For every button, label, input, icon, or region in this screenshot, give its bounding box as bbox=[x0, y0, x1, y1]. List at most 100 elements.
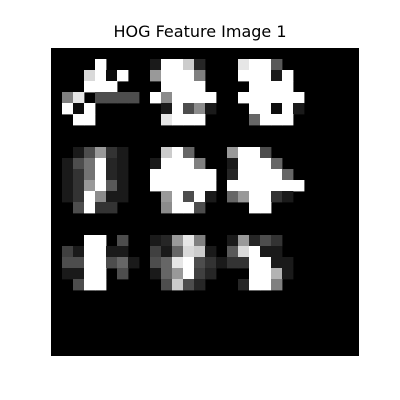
heatmap-cell bbox=[205, 268, 217, 280]
heatmap-cell bbox=[161, 235, 173, 247]
heatmap-cell bbox=[205, 169, 217, 181]
heatmap-cell bbox=[183, 169, 195, 181]
heatmap-cell bbox=[117, 70, 129, 82]
heatmap-cell bbox=[62, 158, 74, 170]
heatmap-cell bbox=[73, 191, 85, 203]
heatmap-cell bbox=[73, 180, 85, 192]
heatmap-cell bbox=[238, 92, 250, 104]
heatmap-cell bbox=[172, 180, 184, 192]
heatmap-cell bbox=[117, 180, 129, 192]
heatmap-cell bbox=[183, 246, 195, 258]
heatmap-cell bbox=[260, 114, 272, 126]
heatmap-cell bbox=[161, 246, 173, 258]
heatmap-cell bbox=[249, 279, 261, 291]
heatmap-cell bbox=[172, 257, 184, 269]
heatmap-cell bbox=[238, 246, 250, 258]
heatmap-cell bbox=[172, 268, 184, 280]
heatmap-cell bbox=[194, 191, 206, 203]
heatmap-cell bbox=[260, 70, 272, 82]
heatmap-cell bbox=[194, 81, 206, 93]
heatmap-cell bbox=[282, 180, 294, 192]
heatmap-cell bbox=[128, 92, 140, 104]
heatmap-cell bbox=[205, 103, 217, 115]
heatmap-cell bbox=[249, 235, 261, 247]
heatmap-cell bbox=[260, 235, 272, 247]
heatmap-cell bbox=[260, 92, 272, 104]
heatmap-cell bbox=[117, 268, 129, 280]
heatmap-cell bbox=[84, 180, 96, 192]
heatmap-cell bbox=[282, 92, 294, 104]
heatmap-cell bbox=[194, 180, 206, 192]
heatmap-cell bbox=[84, 202, 96, 214]
heatmap-cell bbox=[227, 169, 239, 181]
heatmap-cell bbox=[282, 268, 294, 280]
heatmap-cell bbox=[194, 257, 206, 269]
heatmap-cell bbox=[106, 202, 118, 214]
chart-title: HOG Feature Image 1 bbox=[113, 22, 287, 41]
heatmap-cell bbox=[183, 268, 195, 280]
heatmap-cell bbox=[150, 235, 162, 247]
heatmap-cell bbox=[238, 70, 250, 82]
heatmap-cell bbox=[117, 246, 129, 258]
heatmap-cell bbox=[106, 257, 118, 269]
heatmap-cell bbox=[282, 103, 294, 115]
heatmap-cell bbox=[183, 191, 195, 203]
heatmap-cell bbox=[183, 235, 195, 247]
heatmap-cell bbox=[84, 169, 96, 181]
heatmap-cell bbox=[249, 103, 261, 115]
heatmap-cell bbox=[172, 92, 184, 104]
heatmap-cell bbox=[84, 70, 96, 82]
heatmap-cell bbox=[205, 257, 217, 269]
heatmap-cell bbox=[183, 92, 195, 104]
heatmap-cell bbox=[161, 191, 173, 203]
heatmap-cell bbox=[238, 158, 250, 170]
heatmap-cell bbox=[73, 257, 85, 269]
heatmap-cell bbox=[260, 268, 272, 280]
heatmap-cell bbox=[62, 268, 74, 280]
heatmap-cell bbox=[271, 59, 283, 71]
heatmap-cell bbox=[249, 158, 261, 170]
heatmap-cell bbox=[161, 202, 173, 214]
heatmap-cell bbox=[172, 202, 184, 214]
heatmap-cell bbox=[227, 191, 239, 203]
heatmap-cell bbox=[117, 191, 129, 203]
heatmap-cell bbox=[161, 257, 173, 269]
heatmap-cell bbox=[183, 279, 195, 291]
heatmap-cell bbox=[106, 169, 118, 181]
heatmap-cell bbox=[271, 257, 283, 269]
heatmap-cell bbox=[161, 180, 173, 192]
heatmap-cell bbox=[227, 180, 239, 192]
heatmap-cell bbox=[117, 158, 129, 170]
heatmap-cell bbox=[95, 70, 107, 82]
heatmap-cell bbox=[194, 59, 206, 71]
heatmap-cell bbox=[282, 191, 294, 203]
heatmap-cell bbox=[194, 169, 206, 181]
heatmap-cell bbox=[238, 147, 250, 159]
heatmap-cell bbox=[161, 158, 173, 170]
heatmap-cell bbox=[194, 279, 206, 291]
heatmap-cell bbox=[271, 114, 283, 126]
heatmap-cell bbox=[161, 169, 173, 181]
heatmap-cell bbox=[73, 246, 85, 258]
heatmap-cell bbox=[260, 191, 272, 203]
heatmap-cell bbox=[205, 191, 217, 203]
heatmap-cell bbox=[84, 268, 96, 280]
heatmap-cell bbox=[73, 103, 85, 115]
heatmap-cell bbox=[249, 114, 261, 126]
heatmap-cell bbox=[194, 202, 206, 214]
heatmap-cell bbox=[161, 81, 173, 93]
heatmap-cell bbox=[260, 81, 272, 93]
heatmap-cell bbox=[73, 202, 85, 214]
heatmap-cell bbox=[172, 147, 184, 159]
heatmap-cell bbox=[95, 246, 107, 258]
heatmap-cell bbox=[227, 246, 239, 258]
heatmap-cell bbox=[282, 81, 294, 93]
heatmap-cell bbox=[106, 147, 118, 159]
heatmap-cell bbox=[106, 70, 118, 82]
heatmap-cell bbox=[205, 246, 217, 258]
heatmap-cell bbox=[150, 59, 162, 71]
heatmap-cell bbox=[161, 114, 173, 126]
heatmap-cell bbox=[95, 147, 107, 159]
heatmap-cell bbox=[194, 246, 206, 258]
heatmap-cell bbox=[238, 191, 250, 203]
